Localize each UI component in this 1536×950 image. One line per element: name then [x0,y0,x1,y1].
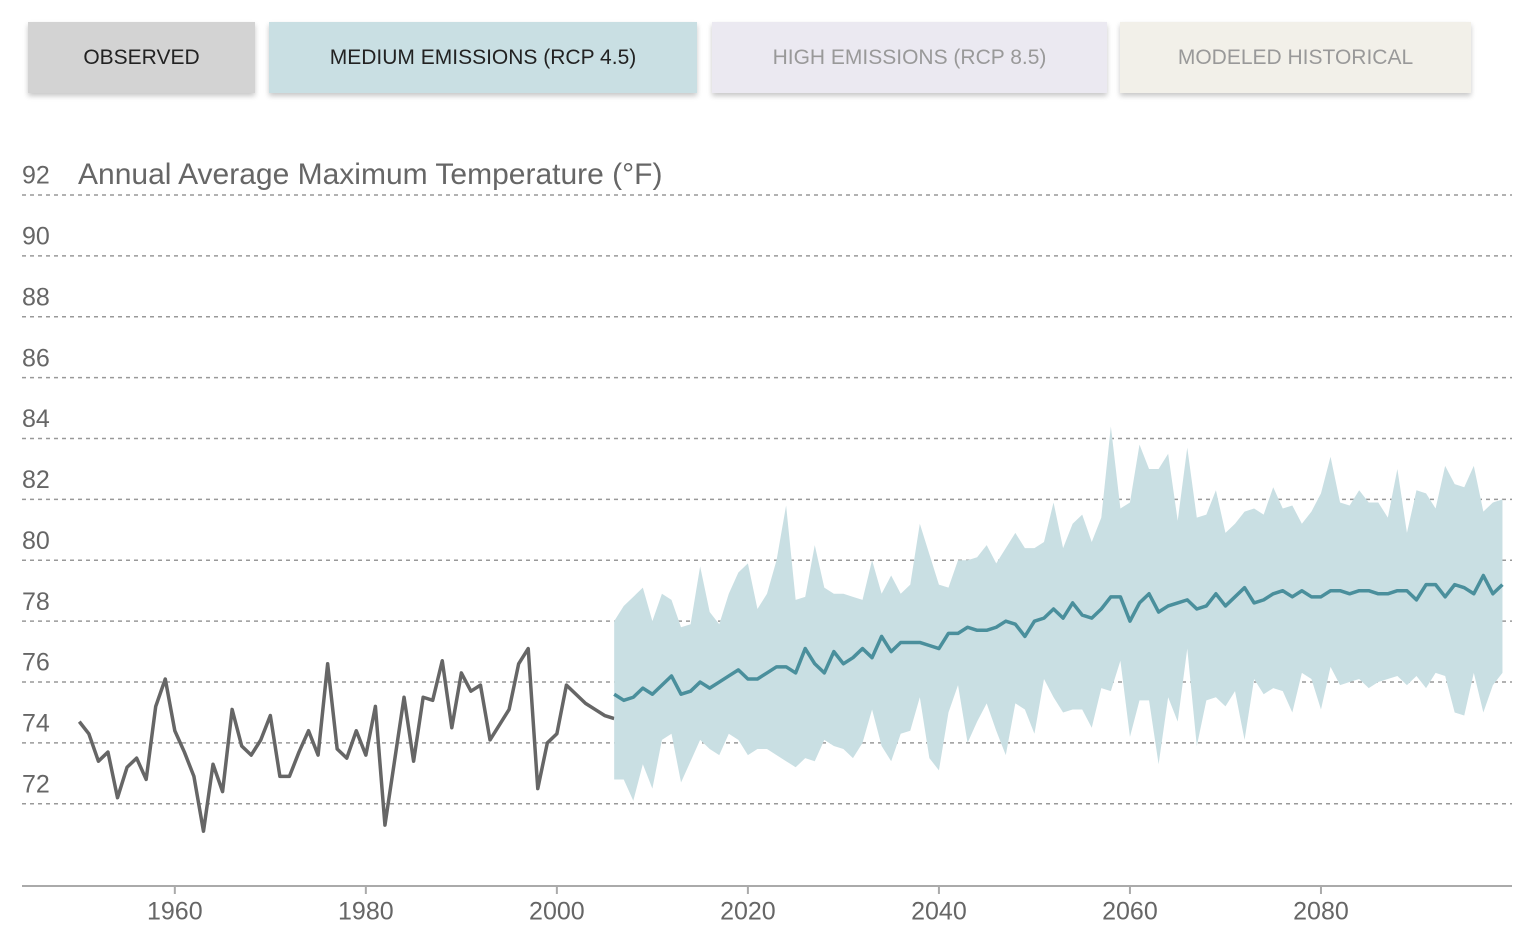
scenario-button[interactable]: OBSERVED [28,22,255,93]
y-tick-label: 84 [22,405,50,433]
y-tick-label: 86 [22,344,50,372]
x-tick-label: 2060 [1102,898,1158,926]
series-line [613,573,1504,703]
series-line [77,646,615,833]
y-tick-label: 82 [22,466,50,494]
y-tick-label: 92 [22,162,50,190]
x-tick-label: 2080 [1293,898,1349,926]
x-tick-label: 2020 [720,898,776,926]
y-tick-label: 78 [22,588,50,616]
y-tick-label: 74 [22,710,50,738]
scenario-button[interactable]: MODELED HISTORICAL [1120,22,1471,93]
chart-title: Annual Average Maximum Temperature (°F) [78,158,662,191]
x-tick-label: 2000 [529,898,585,926]
x-tick-label: 1980 [338,898,394,926]
y-tick-label: 88 [22,283,50,311]
y-tick-label: 80 [22,527,50,555]
y-tick-label: 72 [22,770,50,798]
x-tick-label: 1960 [147,898,203,926]
scenario-button[interactable]: HIGH EMISSIONS (RCP 8.5) [712,22,1107,93]
x-tick-label: 2040 [911,898,967,926]
y-tick-label: 90 [22,222,50,250]
scenario-button[interactable]: MEDIUM EMISSIONS (RCP 4.5) [269,22,697,93]
y-tick-label: 76 [22,649,50,677]
